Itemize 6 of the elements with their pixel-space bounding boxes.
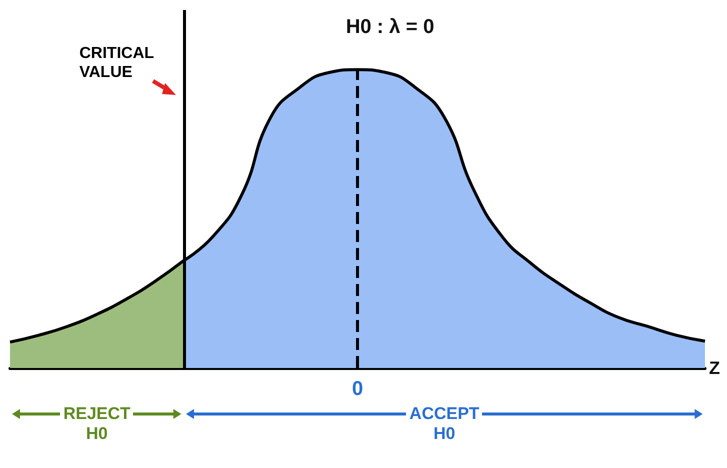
text: ACCEPT H0 — [408, 404, 480, 444]
x-axis-title: Z — [709, 358, 720, 378]
text: 0 — [352, 378, 364, 400]
chart-title: H0 : λ = 0 — [346, 16, 434, 38]
text: REJECT H0 — [62, 404, 132, 444]
text: CRITICAL VALUE — [79, 45, 154, 81]
